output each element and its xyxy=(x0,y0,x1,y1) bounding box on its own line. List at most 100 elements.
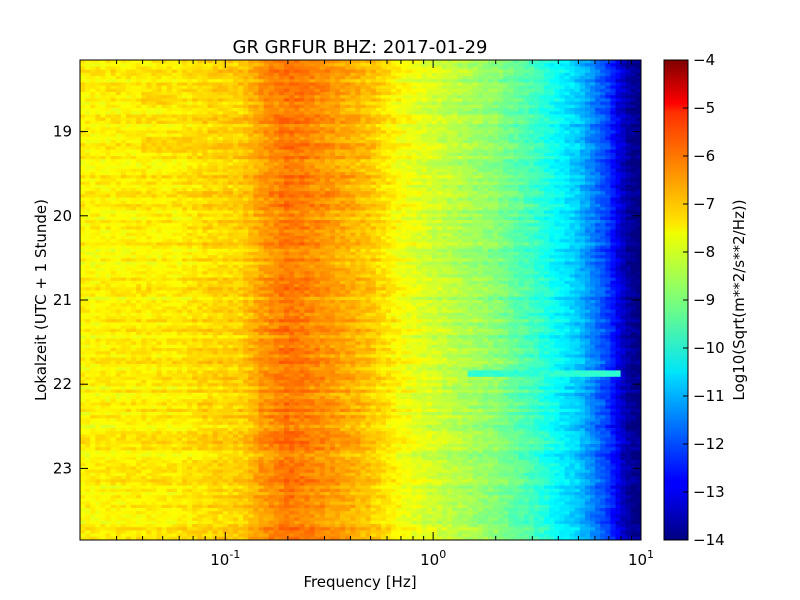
heatmap-cell xyxy=(396,133,402,138)
heatmap-cell xyxy=(508,127,515,131)
heatmap-cell xyxy=(110,82,117,87)
heatmap-cell xyxy=(110,149,117,154)
heatmap-cell xyxy=(294,92,300,96)
heatmap-cell xyxy=(544,149,550,154)
heatmap-cell xyxy=(406,98,413,103)
heatmap-cell xyxy=(544,133,550,138)
heatmap-cell xyxy=(248,69,254,74)
heatmap-cell xyxy=(294,63,300,67)
heatmap-cell xyxy=(477,127,484,131)
heatmap-cell xyxy=(600,95,606,99)
heatmap-cell xyxy=(161,136,168,141)
heatmap-cell xyxy=(370,140,377,144)
heatmap-cell xyxy=(625,98,632,103)
heatmap-cell xyxy=(431,88,438,93)
heatmap-cell xyxy=(278,79,285,83)
heatmap-cell xyxy=(426,98,433,103)
heatmap-cell xyxy=(146,92,152,96)
heatmap-cell xyxy=(513,85,520,90)
heatmap-cell xyxy=(227,149,234,154)
heatmap-cell xyxy=(370,60,377,64)
heatmap-cell xyxy=(498,88,504,93)
heatmap-cell xyxy=(227,101,234,106)
heatmap-cell xyxy=(278,88,285,93)
heatmap-cell xyxy=(630,152,637,157)
heatmap-cell xyxy=(426,104,433,109)
heatmap-cell xyxy=(329,120,336,125)
heatmap-cell xyxy=(391,117,397,122)
heatmap-cell xyxy=(416,111,423,115)
heatmap-cell xyxy=(610,63,617,67)
heatmap-cell xyxy=(294,133,300,138)
heatmap-cell xyxy=(370,98,377,103)
heatmap-cell xyxy=(151,111,158,115)
heatmap-cell xyxy=(508,66,515,71)
heatmap-cell xyxy=(579,120,586,125)
heatmap-cell xyxy=(600,63,606,67)
heatmap-cell xyxy=(462,104,469,109)
heatmap-cell xyxy=(100,149,107,154)
heatmap-cell xyxy=(426,108,433,112)
heatmap-cell xyxy=(238,127,244,131)
heatmap-cell xyxy=(151,60,158,64)
heatmap-cell xyxy=(554,101,560,106)
heatmap-cell xyxy=(95,108,101,112)
heatmap-cell xyxy=(248,149,254,154)
heatmap-cell xyxy=(141,156,147,160)
heatmap-cell xyxy=(350,146,356,151)
heatmap-cell xyxy=(314,152,321,157)
heatmap-cell xyxy=(304,149,311,154)
heatmap-cell xyxy=(549,124,555,128)
heatmap-cell xyxy=(620,117,627,122)
heatmap-cell xyxy=(294,108,300,112)
heatmap-cell xyxy=(437,79,443,83)
heatmap-cell xyxy=(238,133,244,138)
heatmap-cell xyxy=(584,120,591,125)
heatmap-cell xyxy=(90,133,96,138)
heatmap-cell xyxy=(457,136,464,141)
heatmap-cell xyxy=(610,76,617,80)
heatmap-cell xyxy=(304,82,311,87)
heatmap-cell xyxy=(222,117,229,122)
heatmap-cell xyxy=(345,66,351,71)
heatmap-cell xyxy=(447,120,453,125)
heatmap-cell xyxy=(80,111,86,115)
heatmap-cell xyxy=(248,63,254,67)
heatmap-cell xyxy=(187,60,193,64)
heatmap-cell xyxy=(284,124,290,128)
heatmap-cell xyxy=(579,104,586,109)
heatmap-cell xyxy=(289,149,295,154)
heatmap-cell xyxy=(176,98,183,103)
heatmap-cell xyxy=(396,60,402,64)
heatmap-cell xyxy=(472,101,479,106)
heatmap-cell xyxy=(401,95,407,99)
heatmap-cell xyxy=(498,69,504,74)
heatmap-cell xyxy=(329,101,336,106)
heatmap-cell xyxy=(263,108,270,112)
heatmap-cell xyxy=(401,63,407,67)
heatmap-cell xyxy=(324,143,331,147)
heatmap-cell xyxy=(360,130,367,135)
heatmap-cell xyxy=(233,72,239,77)
heatmap-cell xyxy=(314,69,321,74)
heatmap-cell xyxy=(100,88,107,93)
heatmap-cell xyxy=(370,63,377,67)
heatmap-cell xyxy=(238,124,244,128)
heatmap-cell xyxy=(233,108,239,112)
heatmap-cell xyxy=(146,152,152,157)
heatmap-cell xyxy=(533,76,540,80)
heatmap-cell xyxy=(289,127,295,131)
heatmap-cell xyxy=(100,111,107,115)
heatmap-cell xyxy=(360,60,367,64)
heatmap-cell xyxy=(416,76,423,80)
heatmap-cell xyxy=(340,130,346,135)
heatmap-cell xyxy=(85,127,91,131)
heatmap-cell xyxy=(161,98,168,103)
heatmap-cell xyxy=(590,79,596,83)
heatmap-cell xyxy=(569,101,576,106)
heatmap-cell xyxy=(549,95,555,99)
heatmap-cell xyxy=(304,114,311,119)
heatmap-cell xyxy=(284,117,290,122)
heatmap-cell xyxy=(477,124,484,128)
heatmap-cell xyxy=(166,120,173,125)
